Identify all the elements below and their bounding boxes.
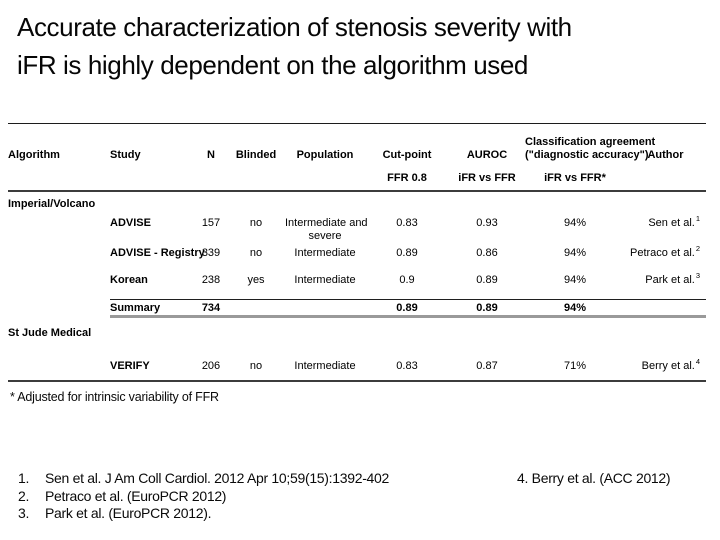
- col-header-n: N: [195, 123, 227, 192]
- col-header-study: Study: [110, 123, 195, 192]
- col-header-cutpoint: Cut-point FFR 0.8: [365, 123, 449, 192]
- cell-agreement: 94%: [563, 216, 587, 229]
- cell-algorithm: St Jude Medical: [8, 326, 92, 339]
- references-list: 1. Sen et al. J Am Coll Cardiol. 2012 Ap…: [18, 470, 389, 523]
- col-header-blinded: Blinded: [227, 123, 285, 192]
- col-header-population: Population: [285, 123, 365, 192]
- reference-item: 2. Petraco et al. (EuroPCR 2012): [18, 488, 389, 506]
- results-table-wrapper: Algorithm Study N Blinded Population Cut…: [8, 123, 706, 382]
- cell-author: Berry et al.4: [625, 354, 706, 382]
- cell-population: Intermediate: [294, 246, 356, 259]
- cell-agreement: 94%: [563, 246, 587, 259]
- author-ref-superscript: 4: [695, 356, 700, 366]
- cell-author: Park et al.3: [645, 270, 700, 286]
- footnote: * Adjusted for intrinsic variability of …: [10, 390, 219, 404]
- slide-title-line2: iFR is highly dependent on the algorithm…: [17, 50, 528, 80]
- cell-population: Intermediate and severe: [285, 216, 368, 242]
- cell-blinded: no: [227, 354, 285, 382]
- cell-n: 339: [201, 246, 221, 259]
- cell-blinded: yes: [247, 273, 265, 286]
- cell-n: 206: [195, 354, 227, 382]
- slide-title-line1: Accurate characterization of stenosis se…: [17, 12, 572, 42]
- reference-number: 2.: [18, 487, 30, 504]
- col-header-auroc: AUROC iFR vs FFR: [449, 123, 525, 192]
- cell-study: ADVISE - Registry: [110, 246, 205, 259]
- table-row-korean: Korean 238 yes Intermediate 0.9 0.89 94%…: [8, 267, 706, 300]
- cell-n: 238: [201, 273, 221, 286]
- table-header-row: Algorithm Study N Blinded Population Cut…: [8, 123, 706, 192]
- cell-auroc: 0.93: [476, 216, 498, 229]
- cell-cutpoint: 0.89: [365, 299, 449, 318]
- cell-population: Intermediate: [294, 273, 356, 286]
- author-ref-superscript: 3: [695, 270, 700, 280]
- side-reference: 4. Berry et al. (ACC 2012): [517, 470, 671, 486]
- reference-item: 3. Park et al. (EuroPCR 2012).: [18, 505, 389, 523]
- slide-title: Accurate characterization of stenosis se…: [17, 8, 707, 84]
- reference-text: Park et al. (EuroPCR 2012).: [45, 505, 212, 521]
- cell-n: 734: [195, 299, 227, 318]
- reference-text: Sen et al. J Am Coll Cardiol. 2012 Apr 1…: [45, 470, 390, 486]
- table-row-verify: VERIFY 206 no Intermediate 0.83 0.87 71%…: [8, 354, 706, 382]
- table-row-summary: Summary 734 0.89 0.89 94%: [8, 299, 706, 318]
- cell-study: ADVISE: [110, 216, 151, 229]
- reference-item: 1. Sen et al. J Am Coll Cardiol. 2012 Ap…: [18, 470, 389, 488]
- cell-cutpoint: 0.83: [396, 216, 418, 229]
- cell-cutpoint: 0.83: [365, 354, 449, 382]
- cell-author: Petraco et al.2: [630, 243, 700, 259]
- cell-agreement: 94%: [563, 273, 587, 286]
- author-ref-superscript: 2: [695, 243, 700, 253]
- cell-study: Korean: [110, 273, 148, 286]
- table-row-advise: ADVISE 157 no Intermediate and severe 0.…: [8, 215, 706, 243]
- cell-auroc: 0.87: [449, 354, 525, 382]
- reference-text: Petraco et al. (EuroPCR 2012): [45, 487, 227, 504]
- col-header-author: Author: [625, 123, 706, 192]
- table-row-advise-registry: ADVISE - Registry 339 no Intermediate 0.…: [8, 243, 706, 267]
- cell-auroc: 0.86: [476, 246, 498, 259]
- cell-algorithm: Imperial/Volcano: [8, 197, 96, 210]
- results-table: Algorithm Study N Blinded Population Cut…: [8, 123, 706, 382]
- col-header-algorithm: Algorithm: [8, 123, 110, 192]
- cell-auroc: 0.89: [476, 273, 498, 286]
- cell-study: VERIFY: [110, 354, 195, 382]
- reference-number: 3.: [18, 505, 30, 521]
- cell-cutpoint: 0.9: [399, 273, 415, 286]
- cell-agreement: 94%: [525, 299, 625, 318]
- author-ref-superscript: 1: [695, 213, 700, 223]
- cell-n: 157: [201, 216, 221, 229]
- reference-number: 1.: [18, 470, 30, 486]
- cell-blinded: no: [249, 246, 263, 259]
- table-row-st-jude-medical: St Jude Medical: [8, 317, 706, 355]
- cell-author: Sen et al.1: [648, 213, 700, 229]
- col-header-classification-agreement: Classification agreement ("diagnostic ac…: [525, 123, 655, 192]
- cell-auroc: 0.89: [449, 299, 525, 318]
- cell-blinded: no: [249, 216, 263, 229]
- cell-population: Intermediate: [285, 354, 365, 382]
- cell-cutpoint: 0.89: [396, 246, 418, 259]
- cell-study: Summary: [110, 299, 195, 318]
- cell-agreement: 71%: [525, 354, 625, 382]
- table-row-imperial-volcano: Imperial/Volcano: [8, 191, 706, 215]
